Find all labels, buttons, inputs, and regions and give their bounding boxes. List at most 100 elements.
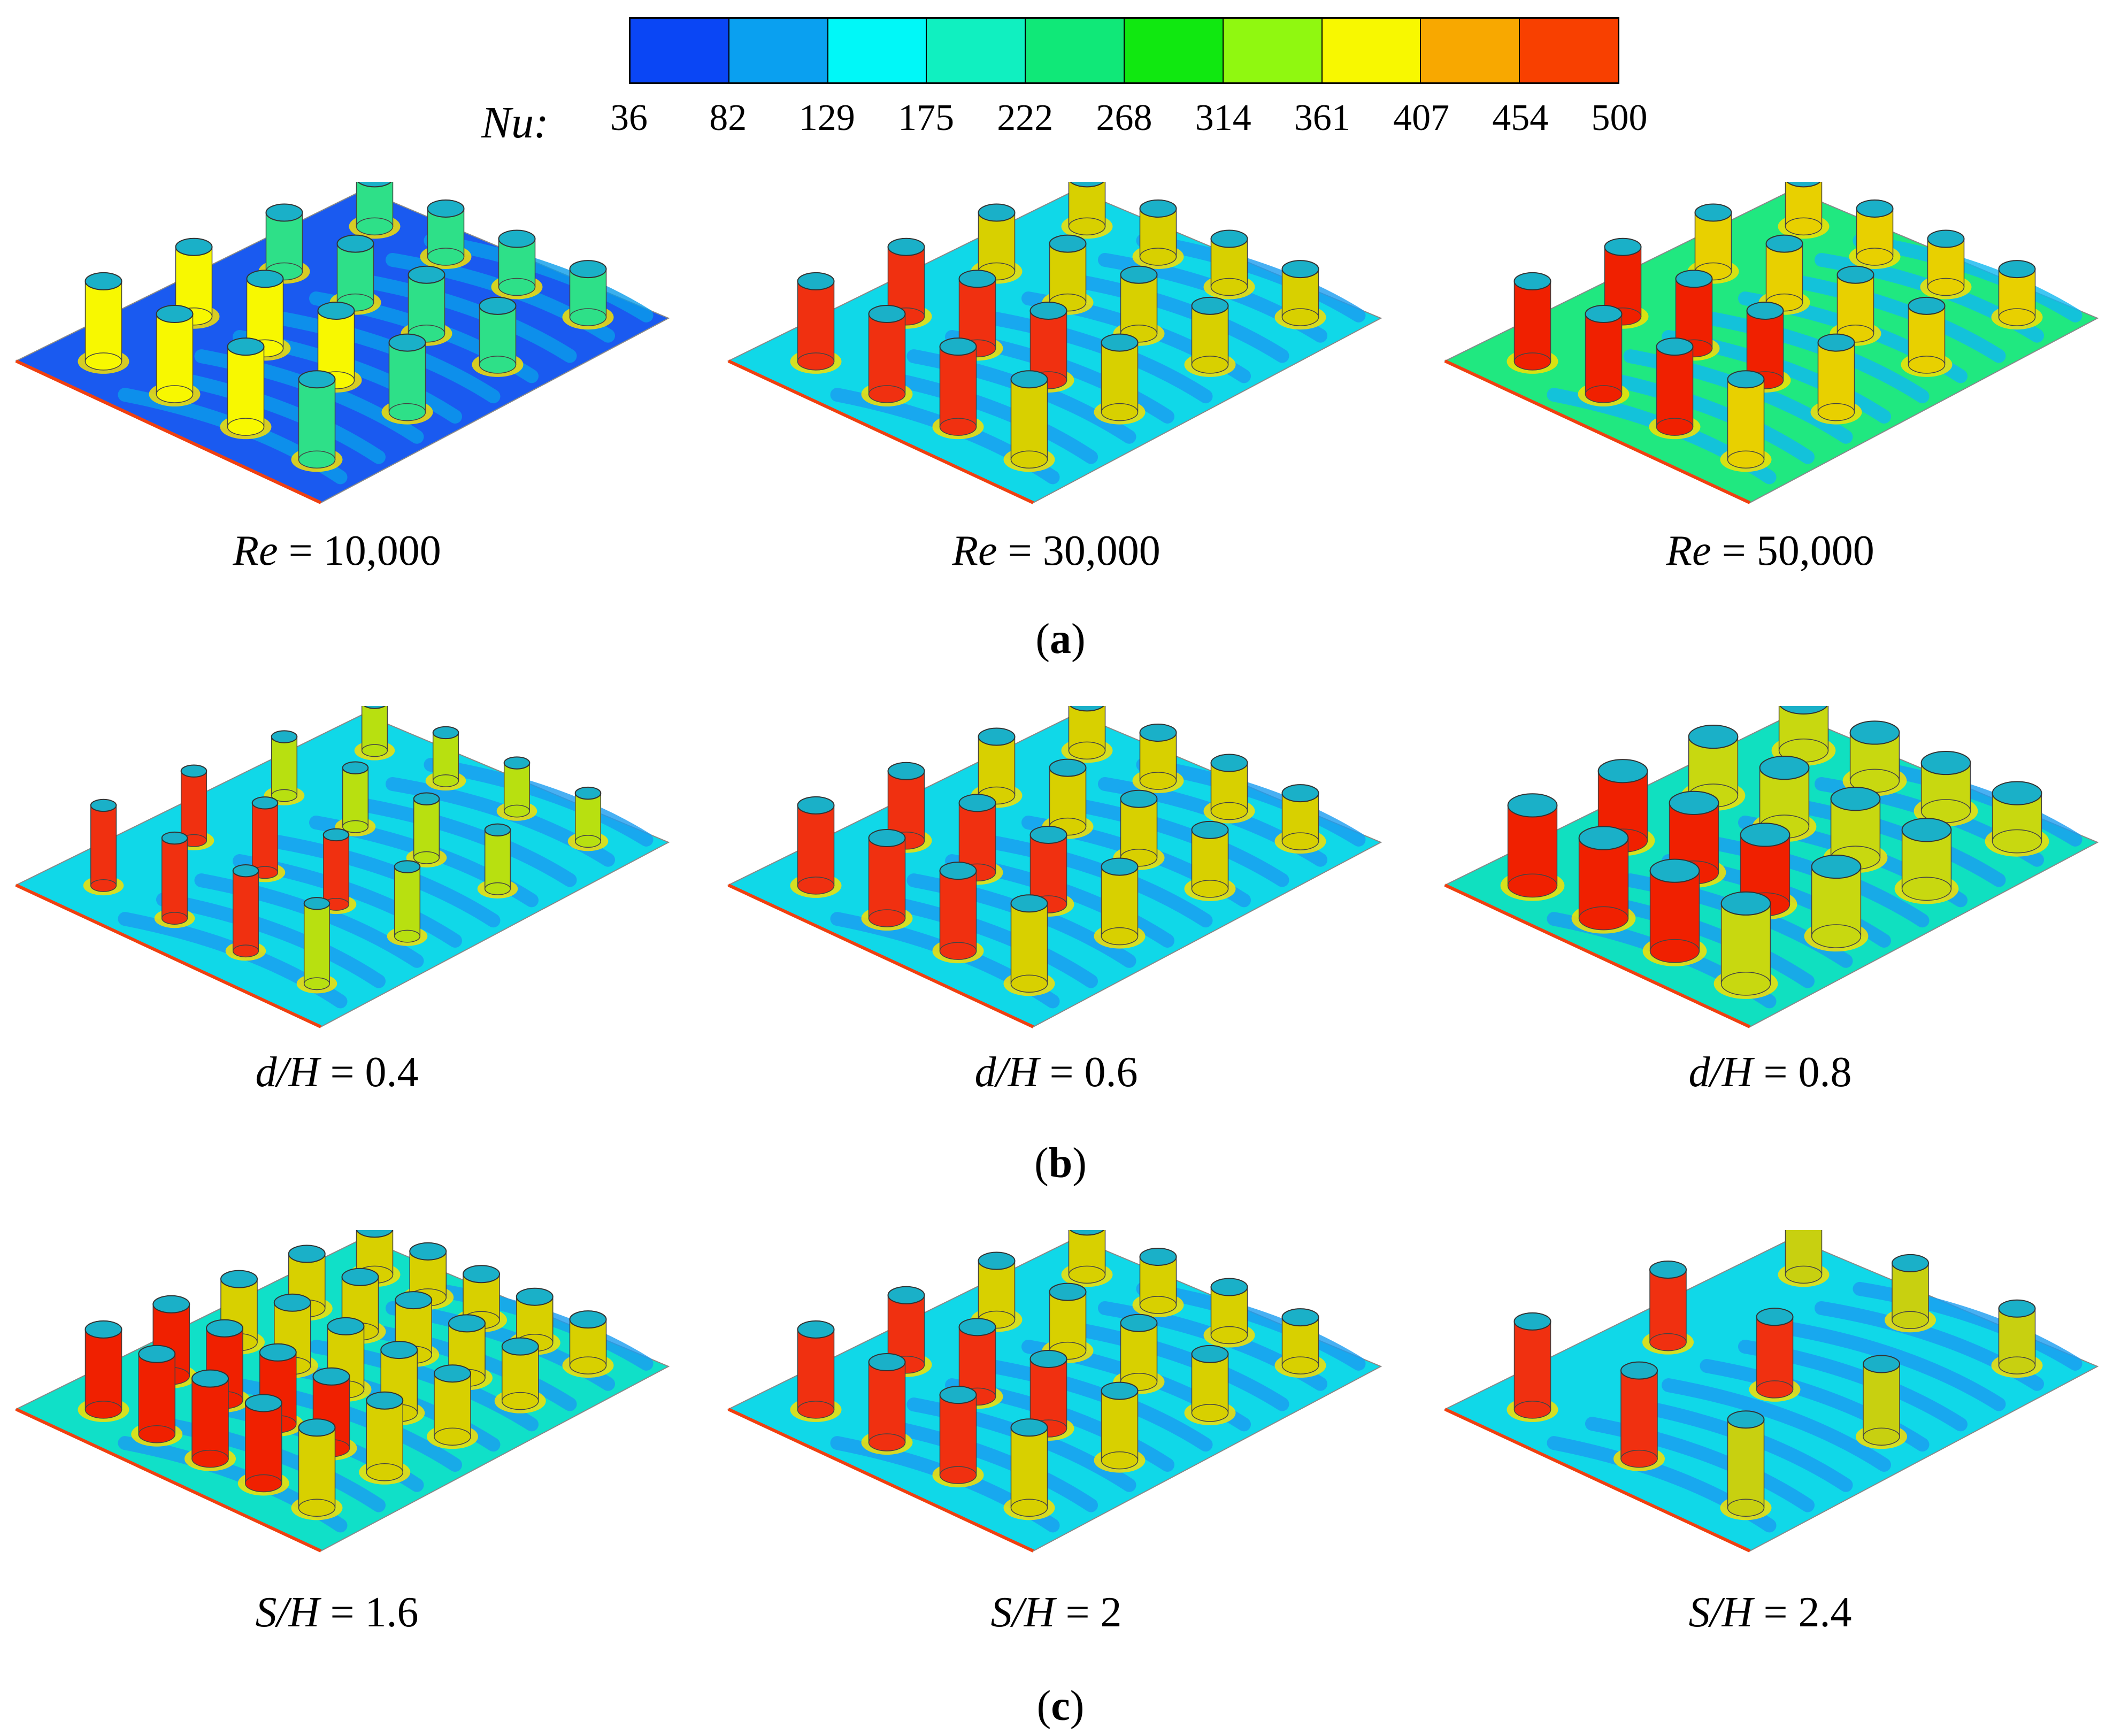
colorbar-segment xyxy=(828,19,927,82)
panel-caption: d/H = 0.4 xyxy=(255,1051,418,1094)
cylinder-top xyxy=(156,305,194,324)
cylinder-bottom xyxy=(1649,939,1700,963)
cylinder-bottom xyxy=(1010,450,1048,469)
cylinder-bottom xyxy=(1998,1356,2036,1374)
cylinder-body xyxy=(1191,305,1229,365)
cylinder-top xyxy=(1604,237,1642,256)
caption-variable: d/H xyxy=(1688,1049,1753,1096)
cylinder-top xyxy=(574,786,602,800)
cylinder-bottom xyxy=(868,909,906,927)
cylinder-top xyxy=(1740,823,1790,847)
cylinder-bottom xyxy=(939,1466,977,1484)
cylinder-body xyxy=(978,212,1016,272)
cylinder-body xyxy=(271,736,298,796)
cylinder-top xyxy=(394,860,421,873)
cylinder-bottom xyxy=(1727,1499,1765,1517)
colorbar-segment xyxy=(631,19,729,82)
cylinder-top xyxy=(251,796,279,810)
wake-streak xyxy=(424,757,654,847)
colorbar-tick-label: 407 xyxy=(1393,97,1450,139)
cylinder-body xyxy=(251,802,279,873)
cylinder-top xyxy=(1507,793,1558,818)
cylinder-top xyxy=(341,1268,379,1286)
cylinder-top xyxy=(1811,854,1862,879)
cylinder-top xyxy=(1029,301,1067,320)
cylinder-top xyxy=(887,762,925,780)
caption-value: = 10,000 xyxy=(278,527,441,574)
cylinder-top xyxy=(939,862,977,880)
cylinder-body xyxy=(361,706,388,751)
contour-panel xyxy=(1440,182,2103,556)
cylinder-body xyxy=(503,762,531,812)
cylinder-top xyxy=(958,794,996,812)
cylinder-body xyxy=(868,838,906,919)
cylinder-body xyxy=(84,281,122,362)
cylinder-top xyxy=(298,1418,336,1437)
panel-caption: S/H = 1.6 xyxy=(255,1591,418,1634)
cylinder-bottom xyxy=(1139,248,1177,266)
cylinder-bottom xyxy=(569,1356,607,1374)
cylinder-top xyxy=(503,756,531,770)
cylinder-body xyxy=(1649,870,1700,951)
cylinder-body xyxy=(1727,1419,1765,1509)
cylinder-top xyxy=(191,1369,229,1388)
cylinder-body xyxy=(1620,1370,1658,1460)
colorbar-tick-label: 82 xyxy=(709,97,747,139)
cylinder-bottom xyxy=(156,385,194,403)
cylinder-bottom xyxy=(413,851,440,864)
wake-streak xyxy=(347,796,577,887)
cylinder-top xyxy=(1901,818,1952,842)
wake-streak xyxy=(1776,272,2006,363)
cylinder-top xyxy=(1029,825,1067,844)
cylinder-body xyxy=(1656,346,1694,427)
cylinder-top xyxy=(1578,826,1629,850)
cylinder-body xyxy=(479,305,517,365)
caption-variable: Re xyxy=(233,527,278,574)
cylinder-top xyxy=(1010,894,1048,913)
cylinder-top xyxy=(978,1251,1016,1270)
caption-variable: S/H xyxy=(990,1589,1055,1636)
cylinder-bottom xyxy=(502,1392,539,1410)
cylinder-top xyxy=(1779,706,1828,715)
cylinder-body xyxy=(958,278,996,349)
cylinder-bottom xyxy=(1785,1265,1823,1284)
colorbar-segment xyxy=(1421,19,1520,82)
cylinder-top xyxy=(298,370,336,389)
wake-streak xyxy=(1853,233,2082,322)
cylinder-body xyxy=(868,313,906,395)
cylinder-top xyxy=(1727,370,1765,389)
cylinder-bottom xyxy=(342,820,369,833)
cylinder-top xyxy=(868,829,906,848)
cylinder-bottom xyxy=(1210,1326,1248,1345)
caption-variable: d/H xyxy=(974,1049,1039,1096)
leading-edge xyxy=(727,1408,1034,1553)
wake-streak xyxy=(1136,233,1366,322)
cylinder-bottom xyxy=(484,882,511,895)
cylinder-top xyxy=(1139,1247,1177,1266)
cylinder-body xyxy=(1720,903,1771,985)
contour-panel xyxy=(1440,706,2103,1080)
cylinder-bottom xyxy=(1191,1404,1229,1422)
contour-panel xyxy=(11,1230,674,1604)
cylinder-top xyxy=(303,897,331,910)
colorbar-segment xyxy=(1322,19,1421,82)
cylinder-body xyxy=(1585,313,1623,395)
cylinder-top xyxy=(569,260,607,279)
panel-caption: Re = 50,000 xyxy=(1666,529,1874,572)
cylinder-top xyxy=(1513,1312,1551,1331)
cylinder-body xyxy=(939,1394,977,1476)
cylinder-bottom xyxy=(1649,1333,1687,1351)
cylinder-top xyxy=(1191,1345,1229,1363)
cylinder-top xyxy=(1049,1282,1087,1301)
cylinder-body xyxy=(227,346,265,427)
cylinder-body xyxy=(1578,838,1629,919)
cylinder-top xyxy=(322,828,350,842)
cylinder-top xyxy=(1694,203,1732,222)
panel-caption: S/H = 2.4 xyxy=(1688,1591,1851,1634)
cylinder-bottom xyxy=(503,804,531,818)
contour-plot xyxy=(14,1230,670,1553)
wake-streak xyxy=(869,893,1098,988)
wake-streak xyxy=(1136,757,1366,847)
cylinder-bottom xyxy=(90,879,117,892)
